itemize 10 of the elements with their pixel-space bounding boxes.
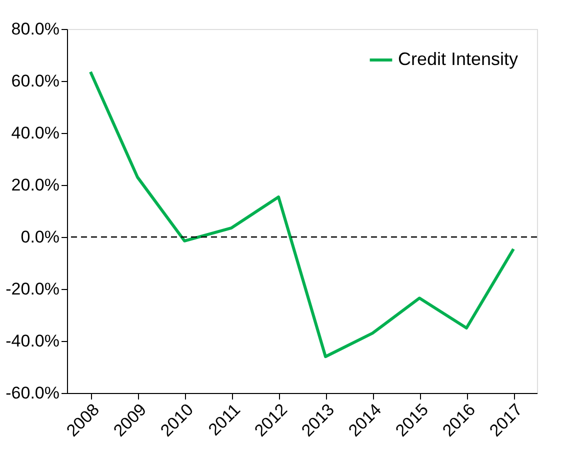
line-series [89, 70, 515, 358]
y-tick-label: 0.0% [20, 228, 60, 246]
y-tick-label: -60.0% [6, 384, 60, 402]
legend-label: Credit Intensity [398, 49, 518, 69]
y-tick-label: 60.0% [11, 72, 60, 90]
y-tick-label: 40.0% [11, 124, 60, 142]
y-tick-label: 20.0% [11, 176, 60, 194]
y-tick-label: -40.0% [6, 332, 60, 350]
y-tick-label: 80.0% [11, 20, 60, 38]
y-tick-label: -20.0% [6, 280, 60, 298]
